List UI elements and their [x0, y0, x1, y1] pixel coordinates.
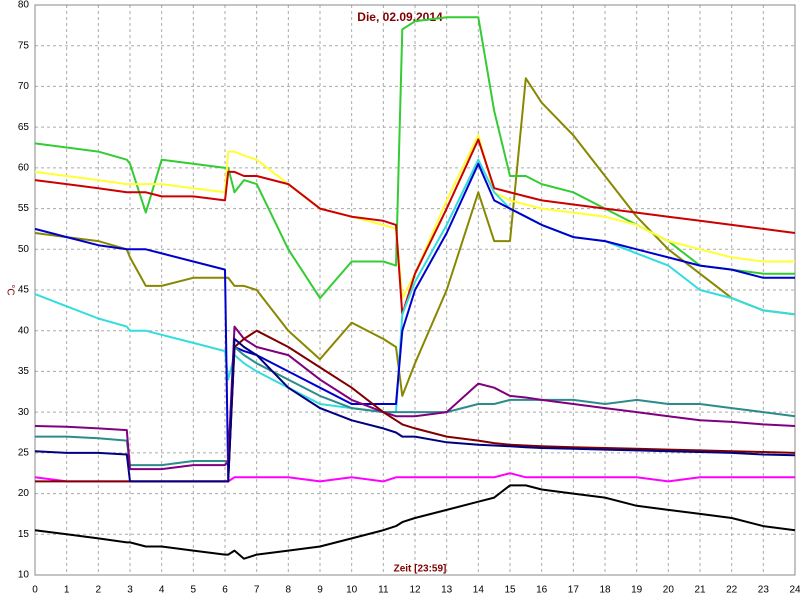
series-line	[34, 138, 796, 316]
x-tick-label: 15	[504, 585, 516, 596]
y-tick-label: 10	[18, 570, 30, 581]
series-line	[34, 16, 795, 300]
x-tick-label: 18	[599, 585, 611, 596]
x-tick-label: 7	[254, 585, 260, 596]
x-tick-label: 16	[536, 585, 548, 596]
x-tick-label: 1	[64, 585, 70, 596]
series-line	[34, 337, 796, 483]
y-axis-label: °C	[4, 284, 15, 295]
y-tick-label: 30	[18, 407, 30, 418]
x-tick-label: 2	[96, 585, 102, 596]
plot-frame	[34, 4, 796, 576]
y-tick-label: 50	[18, 244, 30, 255]
x-tick-label: 6	[222, 585, 228, 596]
x-tick-label: 3	[127, 585, 133, 596]
x-tick-label: 9	[317, 585, 323, 596]
y-tick-label: 75	[18, 40, 30, 51]
x-tick-label: 8	[286, 585, 292, 596]
y-tick-label: 40	[18, 325, 30, 336]
y-tick-label: 55	[18, 203, 30, 214]
x-tick-label: 17	[568, 585, 580, 596]
x-axis-label: Zeit [23:59]	[394, 564, 447, 575]
x-tick-label: 20	[663, 585, 675, 596]
y-tick-label: 60	[18, 162, 30, 173]
x-tick-label: 23	[758, 585, 770, 596]
x-tick-label: 0	[32, 585, 38, 596]
y-tick-label: 45	[18, 285, 30, 296]
x-tick-label: 14	[473, 585, 485, 596]
x-tick-label: 11	[378, 585, 389, 596]
y-tick-label: 70	[18, 81, 30, 92]
x-tick-label: 5	[191, 585, 197, 596]
y-tick-label: 80	[18, 0, 30, 11]
series-line	[34, 77, 796, 397]
y-tick-label: 15	[18, 529, 30, 540]
y-tick-label: 20	[18, 488, 30, 499]
x-tick-label: 22	[726, 585, 738, 596]
x-tick-label: 13	[441, 585, 453, 596]
y-tick-label: 35	[18, 366, 30, 377]
series-line	[35, 346, 796, 467]
series-line	[34, 325, 796, 471]
y-tick-label: 65	[18, 122, 30, 133]
chart-title: Die, 02.09.2014	[357, 10, 443, 24]
series-line	[34, 484, 796, 560]
x-tick-label: 10	[346, 585, 358, 596]
x-tick-label: 21	[694, 585, 706, 596]
x-tick-label: 19	[631, 585, 643, 596]
x-tick-label: 24	[789, 585, 800, 596]
x-tick-label: 12	[409, 585, 421, 596]
series-line	[34, 134, 795, 300]
x-tick-label: 4	[159, 585, 165, 596]
y-tick-label: 25	[18, 447, 30, 458]
series-line	[34, 162, 795, 479]
